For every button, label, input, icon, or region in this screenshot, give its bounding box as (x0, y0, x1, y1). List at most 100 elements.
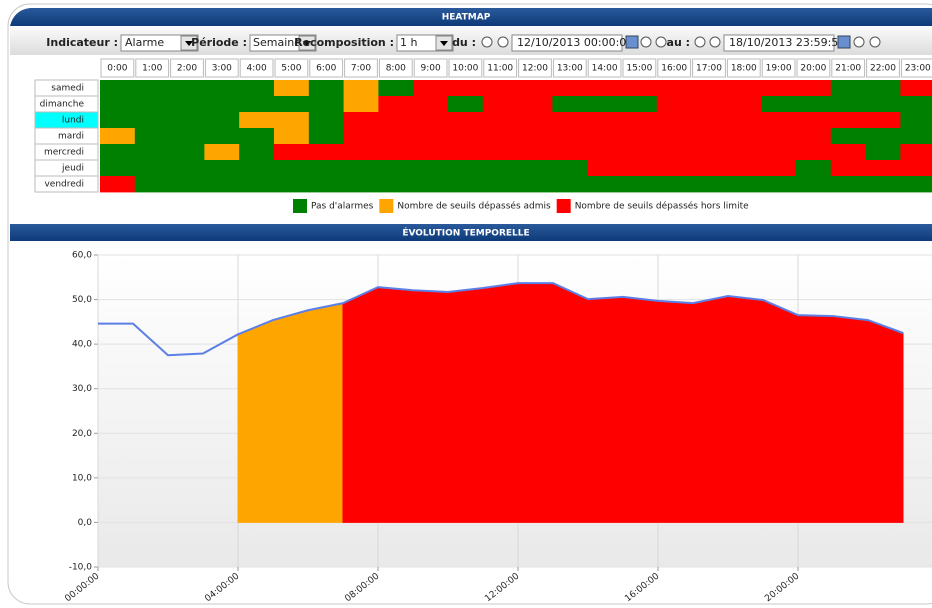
heatmap-cell (482, 80, 518, 97)
heatmap-cell (100, 144, 136, 161)
calendar-icon[interactable] (837, 35, 851, 49)
calendar-icon[interactable] (625, 35, 639, 49)
column-label: 18:00 (731, 64, 757, 74)
heatmap-cell (552, 80, 588, 97)
heatmap-cell (308, 144, 344, 161)
column-header (518, 58, 552, 78)
column-header (692, 58, 726, 78)
heatmap-cell (134, 80, 170, 97)
heatmap-cell (691, 80, 727, 97)
heatmap-cell (622, 80, 658, 97)
heatmap-cell (796, 128, 832, 145)
nav-prev[interactable] (497, 36, 509, 48)
heatmap-cell (726, 128, 762, 145)
column-label: 17:00 (696, 64, 722, 74)
heatmap-cell (691, 128, 727, 145)
heatmap-cell (308, 96, 344, 113)
heatmap-cell (378, 160, 414, 177)
heatmap-cell (204, 80, 240, 97)
heatmap-cell (587, 160, 623, 177)
heatmap-cell (726, 144, 762, 161)
heatmap-cell (134, 128, 170, 145)
row-label: mercredi (44, 148, 84, 158)
column-header (135, 58, 170, 78)
heatmap-cell (413, 112, 449, 129)
y-tick-label: 50,0 (72, 295, 92, 305)
column-header (866, 58, 900, 78)
heatmap-cell (900, 112, 932, 129)
heatmap-title: HEATMAP (442, 13, 491, 23)
nav-first[interactable] (694, 36, 706, 48)
heatmap-cell (134, 112, 170, 129)
dropdown-arrow (185, 41, 193, 46)
heatmap-cell (830, 176, 866, 193)
y-tick-label: 60,0 (72, 251, 92, 261)
y-tick-label: 20,0 (72, 429, 92, 439)
heatmap-cell (865, 144, 901, 161)
heatmap-cell (900, 128, 932, 145)
indicator-select[interactable] (120, 34, 199, 52)
heatmap-cell (691, 96, 727, 113)
heatmap-cell (900, 96, 932, 113)
heatmap-cell (274, 160, 310, 177)
dropdown-arrow (303, 41, 311, 46)
column-label: 7:00 (351, 64, 371, 74)
area (237, 302, 344, 523)
column-label: 0:00 (107, 64, 127, 74)
heatmap-cell (308, 128, 344, 145)
column-header (309, 58, 344, 78)
heatmap-cell (656, 112, 692, 129)
nav-prev[interactable] (709, 36, 721, 48)
heatmap-cell (900, 80, 932, 97)
heatmap-cell (482, 96, 518, 113)
column-label: 8:00 (386, 64, 406, 74)
nav-last[interactable] (655, 36, 667, 48)
heatmap-cell (761, 112, 797, 129)
heatmap-cell (448, 144, 484, 161)
heatmap-cell (134, 144, 170, 161)
heatmap-cell (308, 160, 344, 177)
heatmap-cell (726, 96, 762, 113)
heatmap-cell (552, 128, 588, 145)
heatmap-cell (100, 160, 136, 177)
column-header (657, 58, 692, 78)
row-label: mardi (58, 132, 84, 142)
nav-first[interactable] (481, 36, 493, 48)
series-line (98, 282, 904, 357)
heatmap-cell (900, 160, 932, 177)
heatmap-cell (865, 96, 901, 113)
column-header (448, 58, 483, 78)
heatmap-cell (134, 176, 170, 193)
heatmap-cell (865, 160, 901, 177)
heatmap-cell (656, 96, 692, 113)
heatmap-cell (587, 96, 623, 113)
heatmap-cell (169, 128, 205, 145)
nav-next[interactable] (640, 36, 652, 48)
indicator-label: Indicateur : (46, 36, 118, 49)
heatmap-cell (239, 80, 275, 97)
column-header (587, 58, 622, 78)
heatmap-cell (239, 112, 275, 129)
nav-next[interactable] (853, 36, 865, 48)
heatmap-cell (552, 160, 588, 177)
heatmap-cell (204, 128, 240, 145)
heatmap-cell (482, 128, 518, 145)
heatmap-cell (587, 144, 623, 161)
heatmap-cell (517, 80, 553, 97)
heatmap-cell (761, 80, 797, 97)
heatmap-cell (343, 96, 379, 113)
legend-swatch (293, 199, 307, 213)
row-label: vendredi (44, 180, 84, 190)
heatmap-cell (448, 176, 484, 193)
from-input[interactable] (511, 34, 623, 52)
row-label: dimanche (40, 100, 85, 110)
heatmap-cell (830, 96, 866, 113)
to-input[interactable] (723, 34, 835, 52)
heatmap-cell (169, 96, 205, 113)
heatmap-cell (482, 144, 518, 161)
heatmap-cell (343, 160, 379, 177)
heatmap-cell (656, 176, 692, 193)
column-label: 14:00 (592, 64, 618, 74)
nav-last[interactable] (869, 36, 881, 48)
heatmap-cell (656, 144, 692, 161)
